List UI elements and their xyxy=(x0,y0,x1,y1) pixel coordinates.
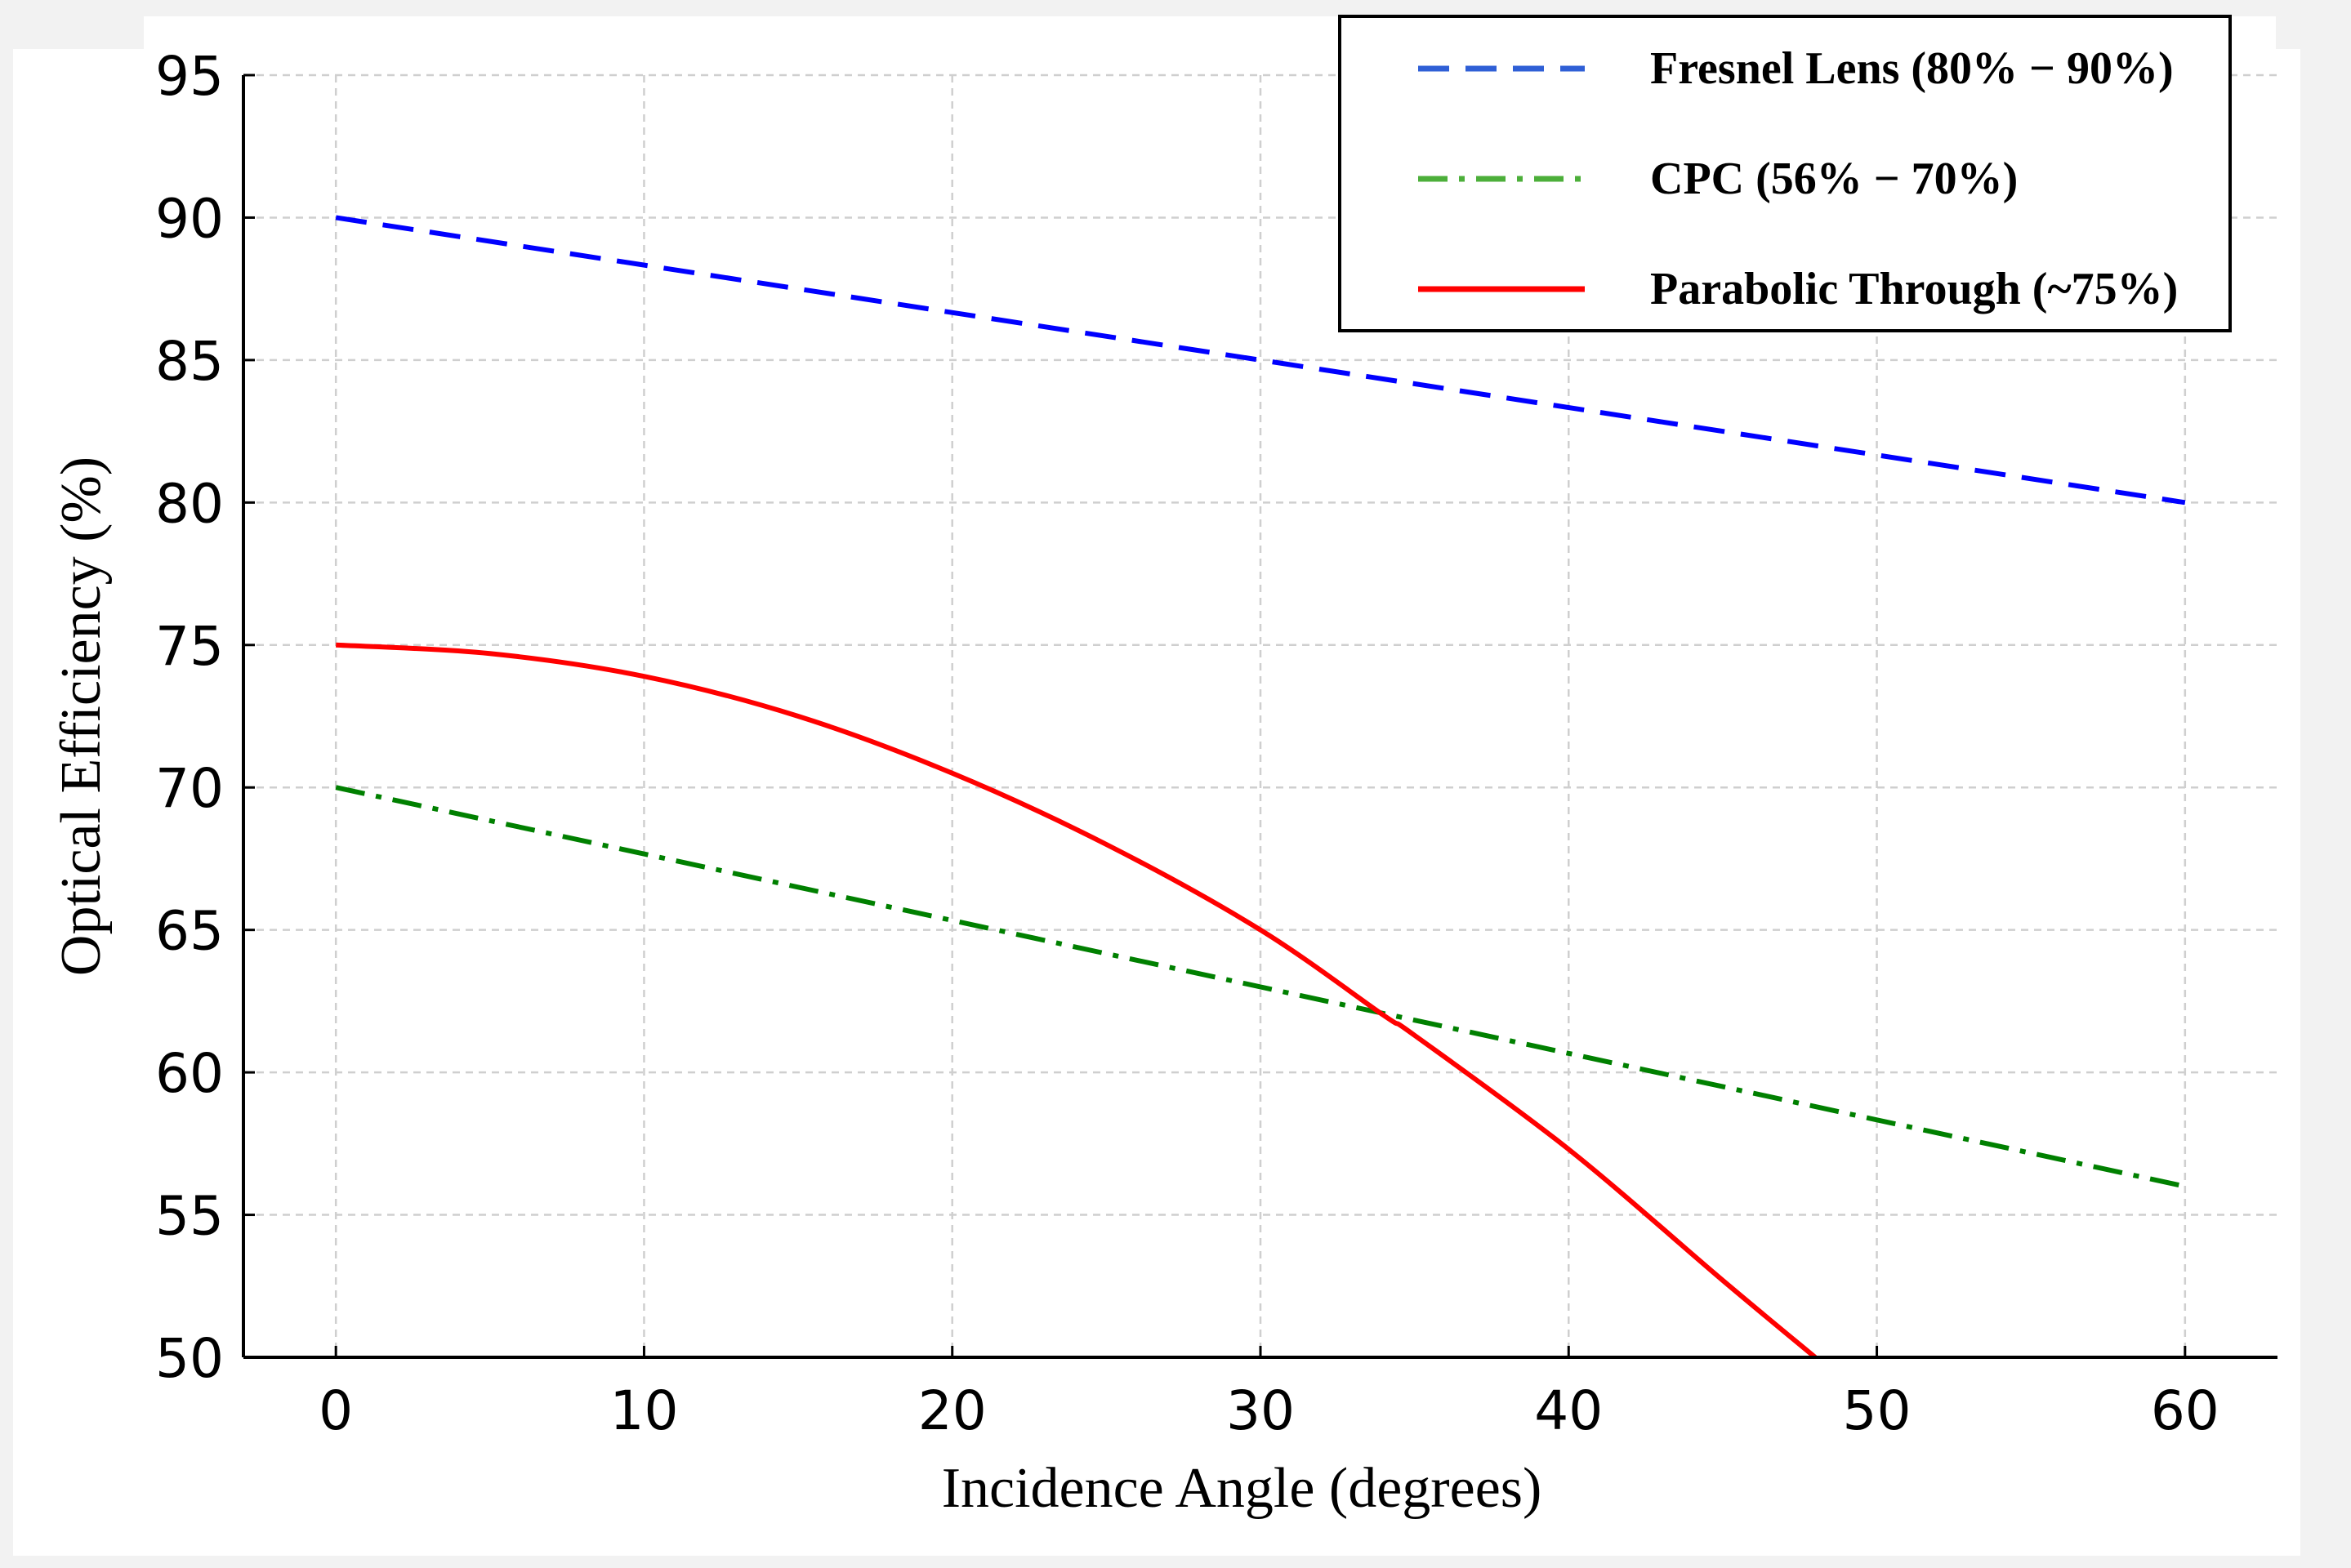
x-tick-label: 20 xyxy=(918,1379,987,1442)
legend-label-3: Parabolic Through (~75%) xyxy=(1650,264,2178,314)
series-group xyxy=(335,215,2186,1360)
series-line-3 xyxy=(336,642,1818,1360)
legend-label-2: CPC (56% − 70%) xyxy=(1650,154,2018,204)
series-line-2 xyxy=(335,785,2186,1189)
x-tick-label: 60 xyxy=(2151,1379,2219,1442)
y-tick-label: 80 xyxy=(155,472,224,535)
y-tick-label: 50 xyxy=(155,1327,224,1390)
legend: Fresnel Lens (80% − 90%) CPC (56% − 70%) P… xyxy=(1338,15,2232,332)
y-tick-label: 90 xyxy=(155,187,224,250)
y-tick-label: 65 xyxy=(155,900,224,963)
legend-label-1: Fresnel Lens (80% − 90%) xyxy=(1650,43,2174,94)
x-tick-label: 10 xyxy=(609,1379,678,1442)
y-tick-label: 85 xyxy=(155,330,224,393)
y-tick-label: 70 xyxy=(155,757,224,820)
y-tick-label: 55 xyxy=(155,1185,224,1248)
axes xyxy=(242,74,2277,1359)
x-tick-label: 40 xyxy=(1534,1379,1603,1442)
x-tick-label: 30 xyxy=(1226,1379,1295,1442)
tick-labels: 0 10 20 30 40 50 60 50 55 60 65 70 75 80 85 90 95 xyxy=(155,45,2219,1442)
y-tick-label: 60 xyxy=(155,1042,224,1105)
series-line-1 xyxy=(335,215,2186,506)
x-axis-label: Incidence Angle (degrees) xyxy=(942,1457,1542,1520)
y-tick-label: 75 xyxy=(155,615,224,678)
x-tick-label: 50 xyxy=(1843,1379,1912,1442)
y-tick-label: 95 xyxy=(155,45,224,108)
x-tick-label: 0 xyxy=(319,1379,353,1442)
y-axis-label: Optical Efficiency (%) xyxy=(50,457,113,976)
